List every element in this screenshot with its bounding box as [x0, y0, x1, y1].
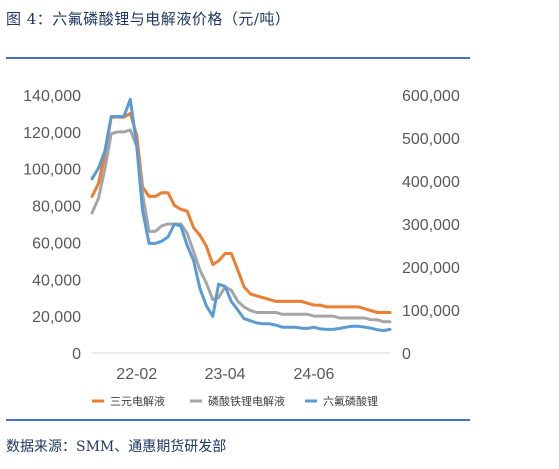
title-divider [6, 57, 470, 59]
legend-label: 磷酸铁锂电解液 [208, 394, 285, 408]
right-tick-label: 200,000 [402, 260, 460, 277]
series-line-3 [90, 97, 392, 333]
right-tick-label: 100,000 [402, 303, 460, 320]
right-axis-ticks: 0 100,000 200,000 300,000 400,000 500,000 600,… [402, 88, 460, 363]
left-tick-label: 20,000 [32, 309, 81, 326]
legend-label: 三元电解液 [110, 394, 165, 408]
x-tick-label: 23-04 [205, 366, 246, 383]
footer-divider [6, 419, 470, 421]
series-lines [90, 97, 392, 333]
legend-label: 六氟磷酸锂 [323, 394, 378, 408]
right-tick-label: 400,000 [402, 174, 460, 191]
left-tick-label: 120,000 [23, 125, 81, 142]
x-tick-label: 24-06 [294, 366, 335, 383]
x-tick-label: 22-02 [116, 366, 157, 383]
x-axis-ticks: 22-02 23-04 24-06 [116, 366, 334, 383]
left-axis-ticks: 0 20,000 40,000 60,000 80,000 100,000 120,000 1… [23, 88, 81, 363]
left-tick-label: 0 [72, 346, 81, 363]
figure-title: 图 4：六氟磷酸锂与电解液价格（元/吨） [6, 10, 291, 28]
legend: 三元电解液 磷酸铁锂电解液 六氟磷酸锂 [92, 394, 378, 408]
left-tick-label: 140,000 [23, 88, 81, 105]
right-tick-label: 0 [402, 346, 411, 363]
left-tick-label: 40,000 [32, 272, 81, 289]
left-tick-label: 80,000 [32, 199, 81, 216]
right-tick-label: 600,000 [402, 88, 460, 105]
line-chart: 0 20,000 40,000 60,000 80,000 100,000 120,000 1… [23, 88, 460, 408]
source-note: 数据来源：SMM、通惠期货研发部 [6, 439, 227, 455]
right-tick-label: 500,000 [402, 131, 460, 148]
left-tick-label: 60,000 [32, 235, 81, 252]
left-tick-label: 100,000 [23, 162, 81, 179]
right-tick-label: 300,000 [402, 217, 460, 234]
